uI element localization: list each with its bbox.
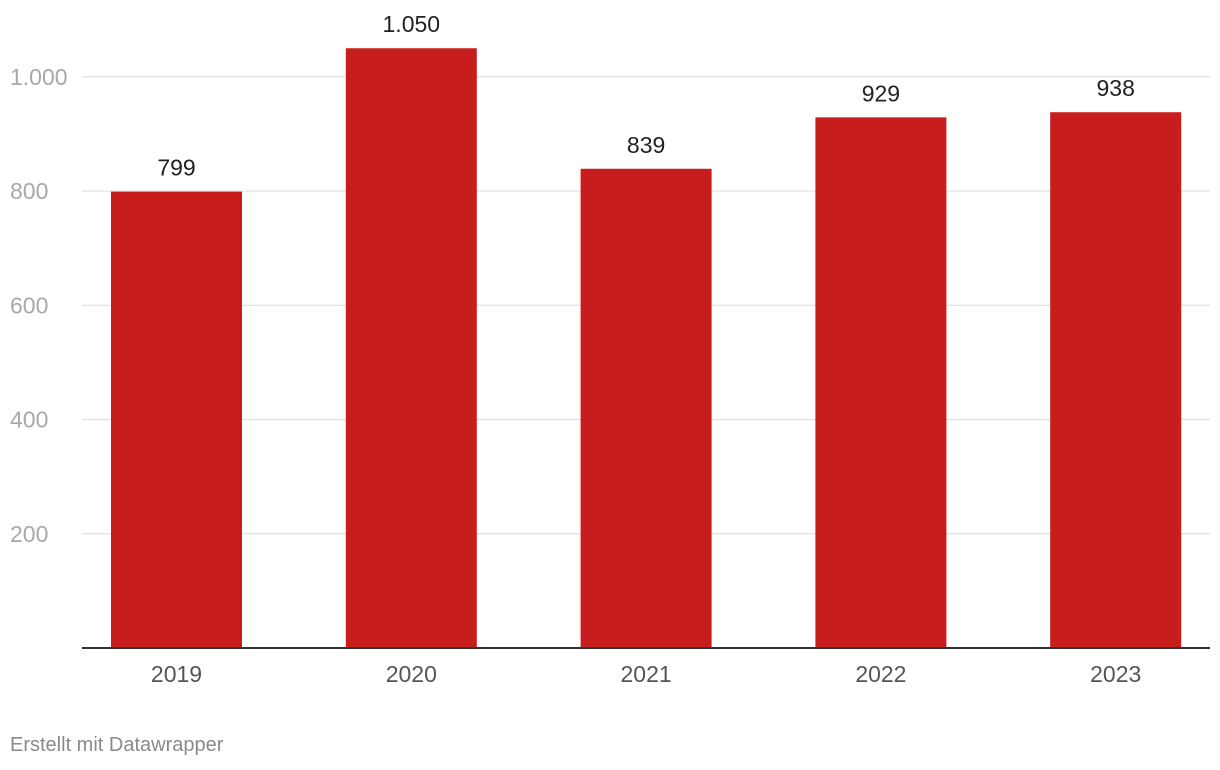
bar-2020 bbox=[345, 48, 477, 649]
x-tick-label-2023: 2023 bbox=[1090, 661, 1141, 687]
y-tick-label: 200 bbox=[10, 521, 48, 547]
y-tick-label: 800 bbox=[10, 178, 48, 204]
bar-2023 bbox=[1050, 112, 1182, 648]
data-label-2020: 1.050 bbox=[383, 11, 441, 37]
bar-2019 bbox=[111, 191, 242, 648]
x-tick-label-2019: 2019 bbox=[151, 661, 202, 687]
y-tick-label: 600 bbox=[10, 292, 48, 318]
x-axis-tick-labels: 2019 2020 2021 2022 2023 bbox=[151, 661, 1141, 687]
y-axis-tick-labels: 200 400 600 800 1.000 bbox=[10, 64, 68, 547]
bar-2022 bbox=[815, 117, 947, 648]
data-labels: 799 1.050 839 929 938 bbox=[157, 11, 1135, 180]
bar-2021 bbox=[580, 168, 712, 649]
bars bbox=[111, 48, 1182, 649]
x-tick-label-2020: 2020 bbox=[386, 661, 437, 687]
y-tick-label: 400 bbox=[10, 407, 48, 433]
x-tick-label-2022: 2022 bbox=[855, 661, 906, 687]
data-label-2022: 929 bbox=[862, 80, 900, 106]
footer-credit: Erstellt mit Datawrapper bbox=[10, 734, 224, 756]
x-tick-label-2021: 2021 bbox=[621, 661, 672, 687]
data-label-2021: 839 bbox=[627, 132, 665, 158]
y-tick-label: 1.000 bbox=[10, 64, 68, 90]
data-label-2023: 938 bbox=[1097, 75, 1135, 101]
data-label-2019: 799 bbox=[157, 155, 195, 181]
